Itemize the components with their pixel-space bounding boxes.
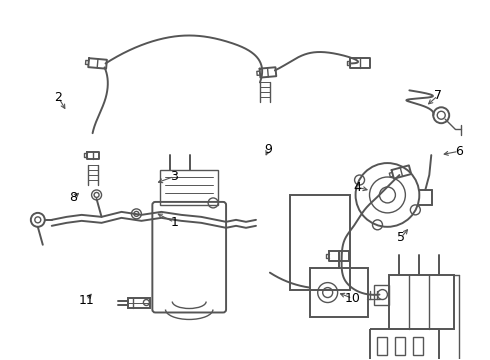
- Text: 11: 11: [78, 294, 94, 307]
- Text: 3: 3: [171, 170, 178, 183]
- Bar: [395, 337, 405, 355]
- Bar: [369, 329, 439, 360]
- Text: 6: 6: [455, 145, 463, 158]
- Bar: [310, 268, 368, 318]
- Bar: [160, 170, 218, 205]
- Text: 8: 8: [69, 192, 77, 204]
- Bar: [414, 337, 423, 355]
- Text: 7: 7: [434, 89, 442, 102]
- Text: 2: 2: [54, 91, 63, 104]
- Text: 4: 4: [353, 181, 361, 194]
- Bar: [377, 337, 388, 355]
- Bar: [290, 195, 349, 289]
- Text: 9: 9: [265, 143, 272, 156]
- Bar: [390, 275, 454, 329]
- Bar: [374, 285, 390, 305]
- Text: 1: 1: [171, 216, 178, 229]
- Bar: [128, 298, 150, 307]
- FancyBboxPatch shape: [152, 202, 226, 312]
- Text: 10: 10: [344, 292, 360, 305]
- Text: 5: 5: [397, 231, 405, 244]
